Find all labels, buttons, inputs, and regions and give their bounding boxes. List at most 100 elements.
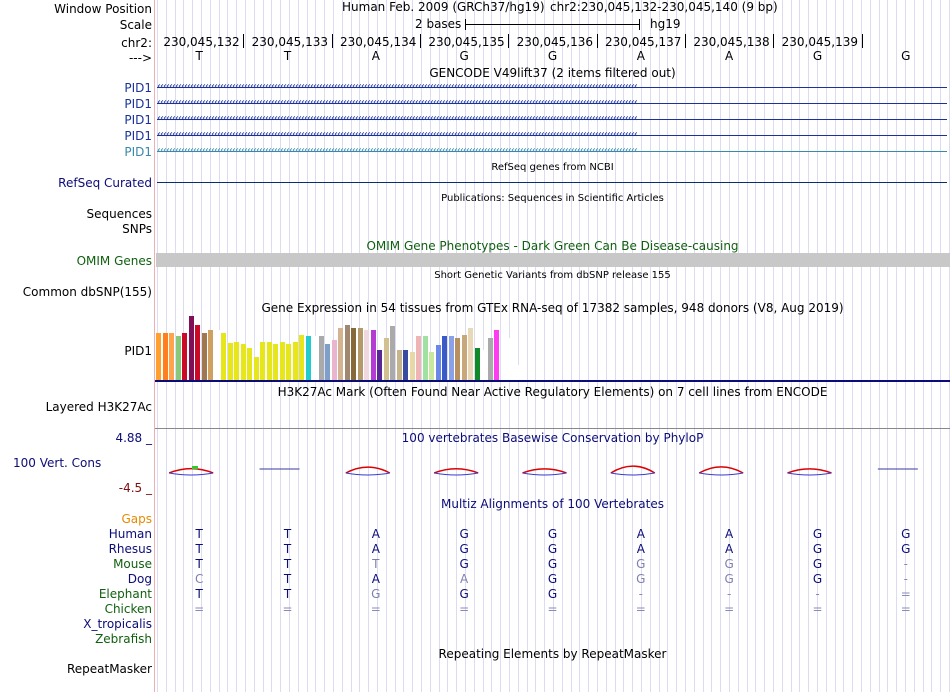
gtex-tissue-bar[interactable] bbox=[247, 348, 252, 380]
gtex-tissue-bar[interactable] bbox=[461, 335, 467, 380]
gtex-tissue-bar[interactable] bbox=[403, 350, 408, 380]
cons-peak[interactable] bbox=[698, 466, 744, 474]
cons-peak[interactable] bbox=[433, 468, 479, 474]
gtex-tissue-bar[interactable] bbox=[208, 330, 213, 380]
cons-peak[interactable] bbox=[787, 468, 832, 474]
gtex-tissue-bar[interactable] bbox=[156, 333, 161, 380]
gtex-tissue-bar[interactable] bbox=[487, 338, 493, 380]
species-label[interactable]: Human bbox=[108, 527, 152, 541]
gtex-tissue-bar[interactable] bbox=[331, 340, 337, 380]
gtex-tissue-bar[interactable] bbox=[162, 333, 168, 380]
gtex-tissue-bar[interactable] bbox=[312, 336, 317, 380]
species-label[interactable]: Rhesus bbox=[108, 542, 152, 556]
gtex-tissue-bar[interactable] bbox=[182, 333, 187, 380]
gtex-tissue-bar[interactable] bbox=[390, 326, 395, 380]
gtex-tissue-bar[interactable] bbox=[214, 330, 220, 380]
gtex-title[interactable]: Gene Expression in 54 tissues from GTEx … bbox=[261, 301, 844, 315]
refseq-label[interactable]: RefSeq Curated bbox=[58, 176, 152, 190]
position-text[interactable]: chr2:230,045,132-230,045,140 (9 bp) bbox=[550, 0, 778, 14]
gtex-tissue-bar[interactable] bbox=[292, 342, 298, 380]
gtex-tissue-bar[interactable] bbox=[188, 316, 194, 380]
species-label[interactable]: Chicken bbox=[104, 602, 152, 616]
gaps-label[interactable]: Gaps bbox=[121, 512, 152, 526]
gtex-tissue-bar[interactable] bbox=[383, 338, 389, 380]
gencode-transcript[interactable] bbox=[157, 87, 947, 88]
gencode-item-label[interactable]: PID1 bbox=[124, 145, 152, 159]
gtex-tissue-bar[interactable] bbox=[507, 338, 512, 380]
gtex-tissue-bar[interactable] bbox=[448, 336, 454, 380]
gencode-item-label[interactable]: PID1 bbox=[124, 97, 152, 111]
gtex-tissue-bar[interactable] bbox=[442, 336, 447, 380]
refseq-gene-line[interactable] bbox=[157, 182, 947, 183]
gencode-transcript[interactable] bbox=[157, 135, 947, 136]
conservation-plot[interactable] bbox=[155, 440, 950, 495]
gtex-tissue-bar[interactable] bbox=[377, 350, 382, 380]
h3k27ac-title[interactable]: H3K27Ac Mark (Often Found Near Active Re… bbox=[277, 385, 828, 399]
conservation-label[interactable]: 100 Vert. Cons bbox=[13, 456, 102, 470]
gtex-tissue-bar[interactable] bbox=[266, 342, 272, 380]
species-label[interactable]: Zebrafish bbox=[95, 632, 152, 646]
publications-title[interactable]: Publications: Sequences in Scientific Ar… bbox=[441, 193, 664, 204]
gtex-tissue-bar[interactable] bbox=[468, 328, 473, 380]
gtex-tissue-bar[interactable] bbox=[227, 343, 233, 380]
species-label[interactable]: X_tropicalis bbox=[83, 617, 152, 631]
omim-label[interactable]: OMIM Genes bbox=[76, 254, 152, 268]
dbsnp-title[interactable]: Short Genetic Variants from dbSNP releas… bbox=[434, 270, 671, 281]
gtex-tissue-bar[interactable] bbox=[279, 342, 285, 380]
gencode-transcript[interactable] bbox=[157, 151, 947, 152]
gtex-tissue-bar[interactable] bbox=[455, 338, 460, 380]
gtex-tissue-bar[interactable] bbox=[344, 325, 350, 380]
gtex-tissue-bar[interactable] bbox=[305, 336, 311, 380]
gtex-tissue-bar[interactable] bbox=[221, 333, 226, 380]
gtex-tissue-bar[interactable] bbox=[325, 344, 330, 380]
conservation-title[interactable]: 100 vertebrates Basewise Conservation by… bbox=[401, 431, 704, 445]
gtex-tissue-bar[interactable] bbox=[500, 360, 506, 380]
species-label[interactable]: Dog bbox=[127, 572, 152, 586]
gencode-item-label[interactable]: PID1 bbox=[124, 81, 152, 95]
cons-peak[interactable] bbox=[610, 465, 656, 474]
gtex-tissue-bar[interactable] bbox=[175, 336, 181, 380]
gtex-tissue-bar[interactable] bbox=[234, 342, 239, 380]
gtex-tissue-bar[interactable] bbox=[364, 330, 369, 380]
h3k27ac-label[interactable]: Layered H3K27Ac bbox=[45, 400, 152, 414]
gtex-tissue-bar[interactable] bbox=[253, 357, 259, 380]
gtex-tissue-bar[interactable] bbox=[351, 328, 356, 380]
repeatmasker-title[interactable]: Repeating Elements by RepeatMasker bbox=[438, 647, 667, 661]
gtex-label[interactable]: PID1 bbox=[124, 344, 152, 358]
multiz-title[interactable]: Multiz Alignments of 100 Vertebrates bbox=[440, 497, 665, 511]
gtex-tissue-bar[interactable] bbox=[435, 345, 441, 380]
gtex-tissue-bar[interactable] bbox=[396, 350, 402, 380]
cons-peak[interactable] bbox=[168, 467, 214, 474]
gtex-tissue-bar[interactable] bbox=[513, 365, 519, 380]
species-label[interactable]: Mouse bbox=[113, 557, 152, 571]
publications-snps-label[interactable]: SNPs bbox=[122, 222, 152, 236]
dbsnp-label[interactable]: Common dbSNP(155) bbox=[22, 285, 152, 299]
gencode-item-label[interactable]: PID1 bbox=[124, 113, 152, 127]
gtex-tissue-bar[interactable] bbox=[299, 335, 304, 380]
cons-peak[interactable] bbox=[345, 466, 391, 474]
publications-sequences-label[interactable]: Sequences bbox=[86, 207, 152, 221]
refseq-title[interactable]: RefSeq genes from NCBI bbox=[491, 162, 614, 173]
cons-peak[interactable] bbox=[522, 468, 567, 474]
gencode-transcript[interactable] bbox=[157, 103, 947, 104]
omim-feature[interactable] bbox=[156, 253, 950, 267]
repeatmasker-label[interactable]: RepeatMasker bbox=[66, 662, 152, 676]
gtex-tissue-bar[interactable] bbox=[260, 342, 265, 380]
gencode-item-label[interactable]: PID1 bbox=[124, 129, 152, 143]
gtex-tissue-bar[interactable] bbox=[481, 350, 486, 380]
gtex-tissue-bar[interactable] bbox=[286, 344, 291, 380]
gencode-transcript[interactable] bbox=[157, 119, 947, 120]
cons-positive-mark[interactable] bbox=[192, 466, 198, 469]
gtex-tissue-bar[interactable] bbox=[169, 333, 174, 380]
gtex-tissue-bar[interactable] bbox=[429, 352, 434, 380]
gtex-tissue-bar[interactable] bbox=[195, 325, 200, 380]
gtex-tissue-bar[interactable] bbox=[357, 328, 363, 380]
gtex-tissue-bar[interactable] bbox=[409, 352, 415, 380]
gtex-tissue-bar[interactable] bbox=[273, 344, 278, 380]
gencode-title[interactable]: GENCODE V49lift37 (2 items filtered out) bbox=[429, 66, 676, 80]
gtex-tissue-bar[interactable] bbox=[474, 348, 480, 380]
gtex-barchart[interactable] bbox=[155, 315, 950, 380]
gtex-tissue-bar[interactable] bbox=[201, 333, 207, 380]
gtex-tissue-bar[interactable] bbox=[416, 336, 421, 380]
gtex-tissue-bar[interactable] bbox=[370, 330, 376, 380]
